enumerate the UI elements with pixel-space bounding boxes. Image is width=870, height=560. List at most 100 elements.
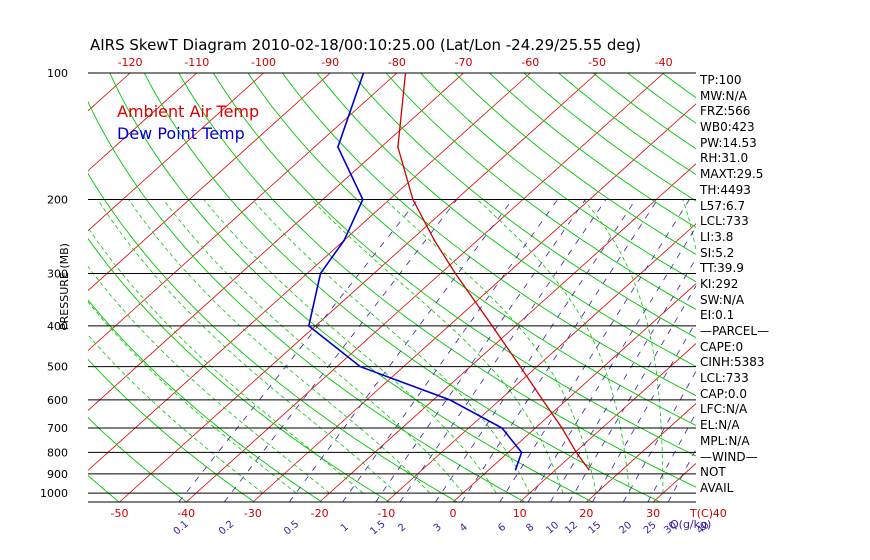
dewpoint-point [520, 451, 523, 454]
pressure-tick-label: 400 [47, 320, 68, 333]
legend-ambient-air-temp: Ambient Air Temp [117, 102, 260, 121]
temperature-tick-label: -20 [311, 507, 329, 520]
stat-item: MAXT:29.5 [700, 167, 764, 182]
moist-adiabat-line [252, 199, 530, 494]
sounding-stats-panel: TP:100 MW:N/A FRZ:566 WB0:423 PW:14.53 RH:31.… [700, 73, 800, 497]
y-axis-label: PRESSURE (MB) [58, 243, 71, 330]
temperature-tick-label: 40 [713, 507, 727, 520]
dry-adiabat-line [454, 73, 696, 255]
stat-item: CAPE:0 [700, 339, 744, 354]
isotherm-line [319, 163, 696, 502]
dry-adiabat-line [88, 237, 390, 502]
dewpoint-point [514, 468, 517, 471]
mixing-ratio-line [499, 199, 690, 502]
temperature-point [404, 73, 407, 74]
pressure-tick-label: 1000 [40, 487, 68, 500]
mixing-ratio-tick-label: 15 [586, 520, 603, 537]
moist-adiabat-line [88, 334, 264, 494]
mixing-ratio-tick-label: 10 [544, 520, 561, 537]
dry-adiabat-line [523, 73, 696, 202]
dry-adiabat-line [178, 73, 696, 488]
mixing-ratio-line [592, 320, 696, 502]
pressure-tick-label: 600 [47, 394, 68, 407]
moist-adiabat-line [203, 199, 497, 494]
dry-adiabat-line [835, 73, 870, 502]
stat-item: SW:N/A [700, 292, 745, 307]
stat-item: PW:14.53 [700, 135, 757, 150]
legend-dew-point-temp: Dew Point Temp [117, 124, 245, 143]
isotherm-line [0, 73, 63, 502]
temperature-tick-label: 10 [513, 507, 527, 520]
dewpoint-point [359, 365, 362, 368]
top-temperature-tick-label: -60 [521, 56, 539, 69]
stat-item: AVAIL [700, 480, 734, 495]
dry-adiabat-line [800, 73, 870, 502]
isotherm-line [88, 73, 531, 471]
dewpoint-point [337, 146, 339, 148]
stat-item: MW:N/A [700, 88, 747, 103]
dry-adiabat-line [109, 73, 593, 502]
temperature-tick-label: -10 [377, 507, 395, 520]
isotherm-line [88, 73, 398, 352]
stat-item: CINH:5383 [700, 355, 765, 370]
moist-adiabat-line [311, 199, 564, 494]
top-temperature-tick-label: -110 [184, 56, 209, 69]
dry-adiabat-line [316, 73, 696, 367]
mixing-ratio-tick-label: 1 [339, 522, 351, 535]
dry-adiabat-line [247, 73, 696, 426]
stat-item: WB0:423 [700, 120, 755, 135]
stat-item: LCL:733 [700, 214, 749, 229]
mixing-ratio-line [375, 199, 586, 502]
stat-item: RH:31.0 [700, 151, 749, 166]
temperature-tick-label: 30 [646, 507, 660, 520]
top-temperature-tick-label: -90 [321, 56, 339, 69]
dewpoint-point [501, 427, 503, 429]
temperature-point [454, 272, 457, 275]
dewpoint-point [343, 239, 346, 241]
stat-item: KI:292 [700, 276, 739, 291]
chart-title: AIRS SkewT Diagram 2010-02-18/00:10:25.0… [90, 36, 642, 54]
top-temperature-tick-label: -40 [655, 56, 673, 69]
temperature-point [575, 451, 578, 454]
dry-adiabat-line [420, 73, 696, 283]
mixing-ratio-line [342, 199, 558, 502]
mixing-ratio-tick-label: 4 [458, 522, 470, 535]
mixing-ratio-line [667, 448, 696, 502]
mixing-ratio-tick-label: 0.2 [217, 519, 236, 538]
dry-adiabat-line [143, 73, 661, 502]
temperature-profile-line [397, 73, 590, 471]
temperature-point [412, 198, 414, 201]
mixing-ratio-line [461, 199, 658, 502]
mixing-ratio-line [288, 199, 513, 502]
stat-item: LCL:733 [700, 371, 749, 386]
temperature-tick-label: -40 [177, 507, 195, 520]
dry-adiabat-line [88, 172, 458, 502]
dewpoint-point [449, 399, 451, 401]
top-temperature-tick-label: -100 [251, 56, 276, 69]
pressure-tick-label: 500 [47, 361, 68, 374]
temperature-tick-label: 0 [450, 507, 457, 520]
dry-adiabat-line [88, 100, 526, 502]
dry-adiabat-line [88, 299, 323, 502]
temperature-point [588, 468, 590, 471]
stat-item: EL:N/A [700, 418, 740, 433]
top-temperature-tick-label: -120 [118, 56, 143, 69]
mixing-ratio-tick-label: 3 [432, 522, 444, 535]
mixing-ratio-tick-label: 0.1 [172, 519, 191, 538]
stat-item: MPL:N/A [700, 433, 750, 448]
top-temperature-tick-label: -70 [455, 56, 473, 69]
isotherm-line [185, 73, 664, 502]
isotherm-line [853, 73, 870, 502]
mixing-ratio-tick-label: 20 [617, 520, 634, 537]
dry-adiabat-line [88, 417, 187, 502]
temperature-point [519, 365, 522, 368]
moist-adiabat-line [384, 199, 597, 494]
dry-adiabat-line [88, 358, 255, 502]
stat-item: FRZ:566 [700, 104, 751, 119]
isotherm-line [452, 283, 696, 502]
isotherm-line [88, 73, 264, 232]
isotherm-line [386, 223, 696, 502]
temperature-point [433, 239, 436, 241]
